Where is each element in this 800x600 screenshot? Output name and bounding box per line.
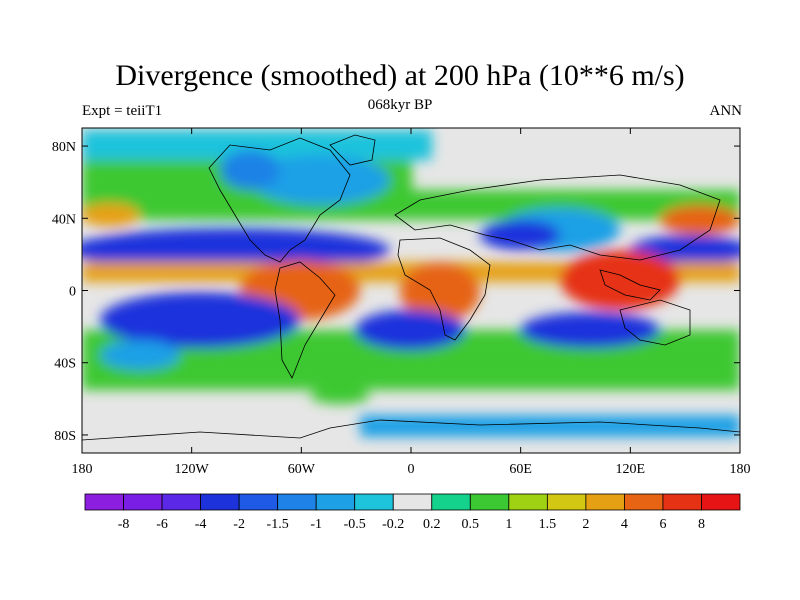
field-sh-indian-blue bbox=[520, 312, 660, 348]
field-nw-pacific-orange bbox=[660, 205, 740, 235]
lon-tick-label: 180 bbox=[730, 462, 751, 477]
field-maritime-continent-red bbox=[560, 250, 680, 310]
field-antarctic-blue bbox=[360, 415, 740, 437]
colorbar-label: -1 bbox=[310, 517, 322, 532]
lon-tick-label: 120E bbox=[616, 462, 646, 477]
field-north-america-blue bbox=[250, 155, 390, 205]
lat-tick-label: 0 bbox=[69, 285, 76, 300]
longitude-ticks: 180 120W 60W 0 60E 120E 180 bbox=[72, 128, 751, 477]
lon-tick-label: 180 bbox=[72, 462, 93, 477]
field-arabia-blue bbox=[480, 220, 560, 250]
coastline-africa bbox=[397, 237, 491, 341]
colorbar-swatch bbox=[662, 493, 702, 511]
experiment-label: Expt = teiiT1 bbox=[82, 103, 163, 119]
lat-tick-label: 80S bbox=[54, 429, 76, 444]
field-sh-atlantic-blue bbox=[355, 310, 465, 350]
colorbar-swatch bbox=[315, 493, 356, 511]
colorbar-swatch bbox=[585, 493, 625, 511]
coastline-eurasia bbox=[394, 174, 721, 261]
lon-tick-label: 0 bbox=[408, 462, 415, 477]
colorbar-swatch bbox=[354, 493, 394, 511]
lat-tick-label: 80N bbox=[52, 140, 76, 155]
coastline-antarctica bbox=[82, 419, 740, 441]
latitude-ticks: 80N 40N 0 40S 80S bbox=[52, 140, 740, 444]
colorbar-swatch bbox=[392, 493, 433, 511]
coastline-greenland bbox=[329, 134, 376, 166]
field-south-pacific-blue bbox=[100, 340, 180, 370]
coastline-south-america bbox=[274, 261, 336, 379]
colorbar-swatch bbox=[431, 493, 471, 511]
lat-tick-label: 40N bbox=[52, 212, 76, 227]
colorbar-label: -6 bbox=[156, 517, 168, 532]
colorbar-label: 0.2 bbox=[423, 517, 441, 532]
field-sh-pacific-blue bbox=[100, 292, 300, 348]
colorbar: -8 -6 -4 -2 -1.5 -1 -0.5 -0.2 0.2 0.5 1 1.5 2 4 6 8 bbox=[84, 493, 741, 532]
colorbar-label: 2 bbox=[582, 517, 589, 532]
field-dateline-orange bbox=[82, 203, 140, 227]
coastlines bbox=[82, 134, 740, 441]
field-drake-green bbox=[310, 388, 370, 404]
colorbar-swatch bbox=[238, 493, 279, 511]
colorbar-swatch bbox=[123, 493, 163, 511]
colorbar-label: -0.2 bbox=[382, 517, 404, 532]
colorbar-label: 4 bbox=[621, 517, 628, 532]
colorbar-swatch bbox=[624, 493, 664, 511]
map-plot-area bbox=[82, 128, 740, 453]
lon-tick-label: 120W bbox=[175, 462, 210, 477]
colorbar-swatch bbox=[84, 493, 124, 511]
colorbar-label: 6 bbox=[659, 517, 666, 532]
colorbar-swatch bbox=[508, 493, 548, 511]
colorbar-swatch bbox=[469, 493, 510, 511]
lat-tick-label: 40S bbox=[54, 357, 76, 372]
colorbar-label: 0.5 bbox=[462, 517, 480, 532]
time-label: 068kyr BP bbox=[367, 97, 433, 113]
coastline-australia bbox=[619, 299, 691, 346]
colorbar-label: -0.5 bbox=[344, 517, 366, 532]
colorbar-swatch bbox=[546, 493, 587, 511]
colorbar-label: 1.5 bbox=[539, 517, 557, 532]
colorbar-label: -4 bbox=[195, 517, 207, 532]
colorbar-label: -1.5 bbox=[267, 517, 289, 532]
colorbar-label: -2 bbox=[233, 517, 245, 532]
colorbar-label: 1 bbox=[505, 517, 512, 532]
colorbar-swatch bbox=[161, 493, 201, 511]
colorbar-swatch bbox=[277, 493, 317, 511]
coastline-indonesia bbox=[599, 269, 661, 301]
colorbar-swatch bbox=[701, 493, 741, 511]
lon-tick-label: 60E bbox=[509, 462, 532, 477]
main-title: Divergence (smoothed) at 200 hPa (10**6 … bbox=[115, 59, 685, 92]
lon-tick-label: 60W bbox=[288, 462, 316, 477]
colorbar-swatch bbox=[200, 493, 240, 511]
field-africa-orange bbox=[400, 262, 480, 322]
field-alaska-blue bbox=[220, 150, 280, 190]
season-label: ANN bbox=[709, 103, 743, 119]
colorbar-label: 8 bbox=[698, 517, 705, 532]
colorbar-label: -8 bbox=[118, 517, 130, 532]
coastline-north-america bbox=[208, 137, 351, 263]
